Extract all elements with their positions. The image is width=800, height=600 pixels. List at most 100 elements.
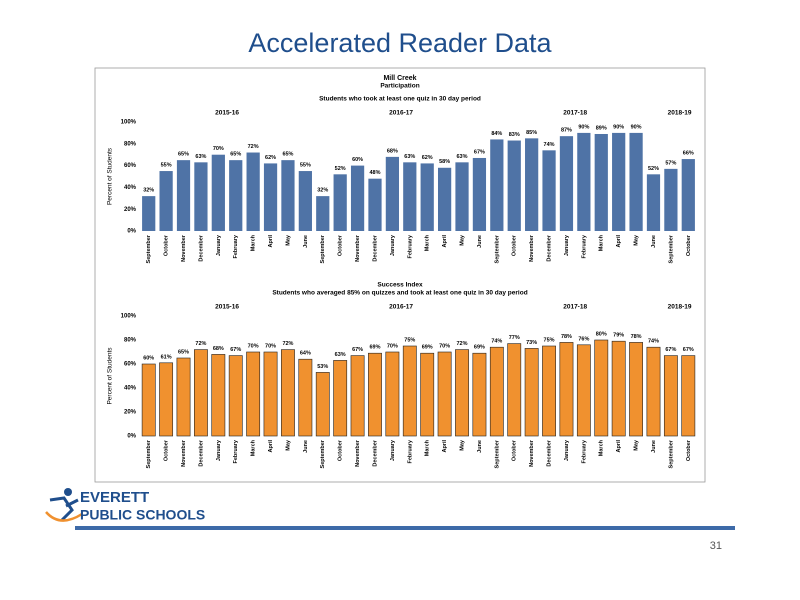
bar [542,345,556,437]
bar [402,345,417,437]
x-tick-label: April [268,235,274,248]
value-label: 75% [544,337,555,343]
value-label: 70% [387,343,398,349]
x-tick-label: June [303,440,309,453]
bar [159,171,173,231]
value-label: 57% [665,160,676,166]
value-label: 77% [509,335,520,341]
x-tick-label: May [634,439,640,451]
x-tick-label: February [581,234,587,258]
value-label: 70% [439,343,450,349]
x-tick-label: January [390,234,396,256]
x-tick-label: September [668,439,674,468]
x-tick-label: March [599,439,605,456]
bar [594,133,608,231]
bar [350,165,365,231]
value-label: 55% [161,163,172,169]
bar [542,150,556,231]
bar [611,340,626,437]
bar [646,174,661,231]
value-label: 53% [317,364,328,370]
value-label: 76% [578,336,589,342]
logo-text: EVERETT [80,489,149,506]
bar [281,160,295,231]
logo-head [64,488,72,496]
x-tick-label: October [164,234,170,256]
x-tick-label: September [320,439,326,468]
x-tick-label: September [146,439,152,468]
bar [228,355,243,437]
value-label: 83% [509,132,520,138]
x-tick-label: April [442,235,448,248]
bar [211,154,225,231]
value-label: 85% [526,130,537,136]
value-label: 52% [335,166,346,172]
x-tick-label: April [616,440,622,453]
x-tick-label: October [338,234,344,256]
chart-subtitle: Students who averaged 85% on quizzes and… [272,290,527,297]
y-tick-label: 40% [124,386,137,392]
value-label: 55% [300,163,311,169]
value-label: 84% [491,131,502,137]
x-tick-label: May [459,439,465,451]
x-tick-label: October [512,439,518,461]
value-label: 62% [422,155,433,161]
x-tick-label: February [407,234,413,258]
bar [507,343,522,437]
value-label: 70% [248,343,259,349]
x-tick-label: March [599,234,605,251]
bar [176,357,191,437]
bar [385,351,400,437]
logo-text: PUBLIC SCHOOLS [80,507,205,523]
x-tick-label: May [634,234,640,246]
y-tick-label: 0% [127,434,136,440]
x-tick-label: March [251,439,257,456]
value-label: 78% [561,334,572,340]
bar [263,351,278,437]
bar [420,352,435,437]
x-tick-label: January [564,234,570,256]
y-axis-label: Percent of Students [107,347,114,405]
chart-title: Participation [380,83,419,90]
chart-subtitle: Students who took at least one quiz in 3… [319,96,481,103]
x-tick-label: February [233,439,239,463]
logo-figure [49,496,79,522]
bar [629,342,643,437]
bar [524,348,539,437]
bar [159,362,174,437]
value-label: 65% [178,349,189,355]
value-label: 66% [683,151,694,157]
y-tick-label: 60% [124,362,137,368]
bar [420,163,434,231]
bar [594,339,609,437]
x-tick-label: September [320,234,326,263]
x-tick-label: April [442,440,448,453]
bar [368,352,382,437]
value-label: 90% [578,124,589,130]
value-label: 72% [248,144,259,150]
x-tick-label: March [425,234,431,251]
x-tick-label: October [512,234,518,256]
x-tick-label: December [198,234,204,261]
bar [455,162,469,231]
bar [281,349,295,437]
x-tick-label: November [355,234,361,262]
x-tick-label: January [564,439,570,461]
bar [211,354,226,437]
x-tick-label: September [146,234,152,263]
bar [315,372,330,437]
bar [316,196,330,231]
x-tick-label: May [285,234,291,246]
y-tick-label: 80% [124,141,137,147]
value-label: 60% [143,355,154,361]
value-label: 90% [631,124,642,130]
value-label: 67% [352,347,363,353]
x-tick-label: November [181,234,187,262]
year-label: 2018-19 [668,110,692,117]
bar [246,152,260,231]
value-label: 58% [439,159,450,165]
bar [437,351,452,437]
x-tick-label: January [216,439,222,461]
bar [176,160,191,231]
value-label: 74% [648,339,659,345]
